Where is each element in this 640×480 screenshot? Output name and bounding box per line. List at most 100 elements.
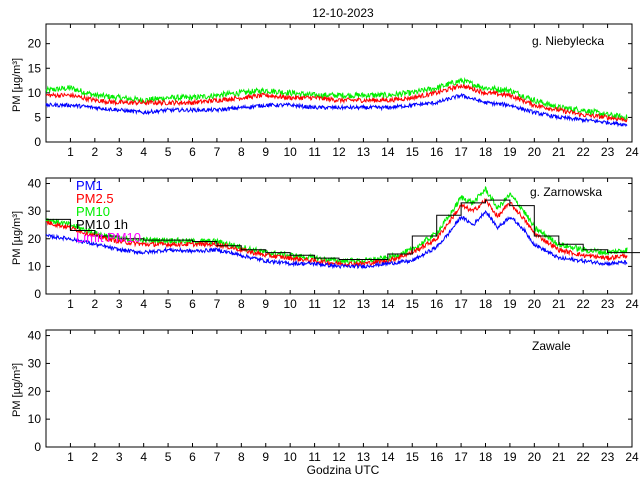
y-tick-label: 40 xyxy=(28,329,42,343)
y-tick-label: 40 xyxy=(28,177,42,191)
y-tick-label: 5 xyxy=(34,110,41,124)
legend: PM1 PM2.5 PM10 PM10 1h Limit PM10 xyxy=(76,178,141,245)
panel-y-label: PM [µg/m³] xyxy=(11,363,23,417)
x-tick-label: 6 xyxy=(189,450,196,464)
x-tick-label: 12 xyxy=(332,145,346,159)
x-tick-label: 18 xyxy=(479,145,493,159)
x-tick-label: 3 xyxy=(116,297,123,311)
x-tick-label: 11 xyxy=(308,297,321,311)
x-tick-label: 21 xyxy=(552,297,566,311)
x-tick-label: 23 xyxy=(601,450,615,464)
x-tick-label: 19 xyxy=(503,450,517,464)
series-line-pm10-1h xyxy=(46,199,640,260)
x-tick-label: 10 xyxy=(283,145,297,159)
y-tick-label: 20 xyxy=(28,384,42,398)
x-tick-label: 2 xyxy=(91,297,98,311)
panel-y-label: PM [µg/m³] xyxy=(11,211,23,265)
legend-item-limit-pm10: Limit PM10 xyxy=(76,230,141,245)
y-tick-label: 10 xyxy=(28,259,42,273)
plot-area: 1 2 3 4 5 6 7 8 9 10 11 12 13 14 15 16 17 18 19 20 21 22 23 240… xyxy=(28,329,639,464)
x-tick-label: 14 xyxy=(381,145,395,159)
x-tick-label: 5 xyxy=(165,450,172,464)
x-tick-label: 14 xyxy=(381,297,395,311)
y-tick-label: 15 xyxy=(28,61,42,75)
x-tick-label: 17 xyxy=(454,145,468,159)
panel-station-label: g. Zarnowska xyxy=(530,185,602,199)
x-tick-label: 20 xyxy=(528,145,542,159)
x-tick-label: 16 xyxy=(430,297,444,311)
x-tick-label: 5 xyxy=(165,145,172,159)
x-tick-label: 23 xyxy=(601,297,615,311)
legend-item-pm25: PM2.5 xyxy=(76,191,114,206)
plot-area: 1 2 3 4 5 6 7 8 9 10 11 12 13 14 15 16 17 18 19 20 21 22 23 240… xyxy=(28,23,639,159)
x-tick-label: 21 xyxy=(552,145,566,159)
x-tick-label: 7 xyxy=(214,297,221,311)
x-tick-label: 7 xyxy=(214,450,221,464)
y-tick-label: 20 xyxy=(28,37,42,51)
x-tick-label: 12 xyxy=(332,297,346,311)
x-tick-label: 22 xyxy=(576,145,590,159)
y-tick-label: 0 xyxy=(34,135,41,149)
x-tick-label: 18 xyxy=(479,297,493,311)
x-tick-label: 18 xyxy=(479,450,493,464)
x-tick-label: 2 xyxy=(91,450,98,464)
x-tick-label: 8 xyxy=(238,297,245,311)
x-tick-label: 21 xyxy=(552,450,566,464)
x-tick-label: 22 xyxy=(576,297,590,311)
y-tick-label: 30 xyxy=(28,356,42,370)
panel-niebylecka: g. Niebylecka PM [µg/m³] xyxy=(11,34,604,112)
x-tick-label: 3 xyxy=(116,145,123,159)
panel-y-label: PM [µg/m³] xyxy=(11,58,23,112)
panel-zawale: Zawale PM [µg/m³] xyxy=(11,339,571,417)
y-tick-label: 0 xyxy=(34,287,41,301)
x-tick-label: 22 xyxy=(576,450,590,464)
x-tick-label: 11 xyxy=(308,450,321,464)
x-tick-label: 14 xyxy=(381,450,395,464)
x-tick-label: 7 xyxy=(214,145,221,159)
panel-zarnowska: g. Zarnowska PM [µg/m³] xyxy=(11,185,602,265)
x-tick-label: 9 xyxy=(262,145,269,159)
y-tick-label: 10 xyxy=(28,86,42,100)
panel-station-label: g. Niebylecka xyxy=(532,34,604,48)
x-tick-label: 15 xyxy=(406,450,420,464)
x-tick-label: 9 xyxy=(262,297,269,311)
x-tick-label: 1 xyxy=(67,145,74,159)
series-line-pm2-5 xyxy=(45,197,628,268)
x-tick-label: 20 xyxy=(528,450,542,464)
chart-title: 12-10-2023 xyxy=(312,6,374,20)
x-tick-label: 4 xyxy=(140,297,147,311)
x-tick-label: 1 xyxy=(67,297,74,311)
x-tick-label: 15 xyxy=(406,145,420,159)
x-tick-label: 2 xyxy=(91,145,98,159)
x-tick-label: 19 xyxy=(503,145,517,159)
x-tick-label: 1 xyxy=(67,450,74,464)
x-tick-label: 24 xyxy=(625,450,639,464)
legend-item-pm10: PM10 xyxy=(76,204,110,219)
x-tick-label: 11 xyxy=(308,145,321,159)
y-tick-label: 10 xyxy=(28,412,42,426)
series-line-pm2-5 xyxy=(45,84,628,123)
x-tick-label: 4 xyxy=(140,450,147,464)
x-tick-label: 15 xyxy=(406,297,420,311)
x-tick-label: 23 xyxy=(601,145,615,159)
y-tick-label: 20 xyxy=(28,232,42,246)
y-tick-label: 0 xyxy=(34,440,41,454)
x-tick-label: 10 xyxy=(283,450,297,464)
plot-area: 1 2 3 4 5 6 7 8 9 10 11 12 13 14 15 16 17 18 19 20 21 22 23 240… xyxy=(28,177,640,311)
x-tick-label: 19 xyxy=(503,297,517,311)
x-tick-label: 12 xyxy=(332,450,346,464)
x-tick-label: 20 xyxy=(528,297,542,311)
x-tick-label: 4 xyxy=(140,145,147,159)
x-tick-label: 13 xyxy=(357,145,371,159)
series-line-pm1 xyxy=(45,210,628,270)
x-tick-label: 6 xyxy=(189,145,196,159)
x-tick-label: 8 xyxy=(238,145,245,159)
legend-item-pm10-1h: PM10 1h xyxy=(76,217,128,232)
panel-station-label: Zawale xyxy=(532,339,571,353)
x-tick-label: 17 xyxy=(454,297,468,311)
x-tick-label: 8 xyxy=(238,450,245,464)
x-tick-label: 5 xyxy=(165,297,172,311)
x-tick-label: 24 xyxy=(625,297,639,311)
x-tick-label: 3 xyxy=(116,450,123,464)
y-tick-label: 30 xyxy=(28,204,42,218)
